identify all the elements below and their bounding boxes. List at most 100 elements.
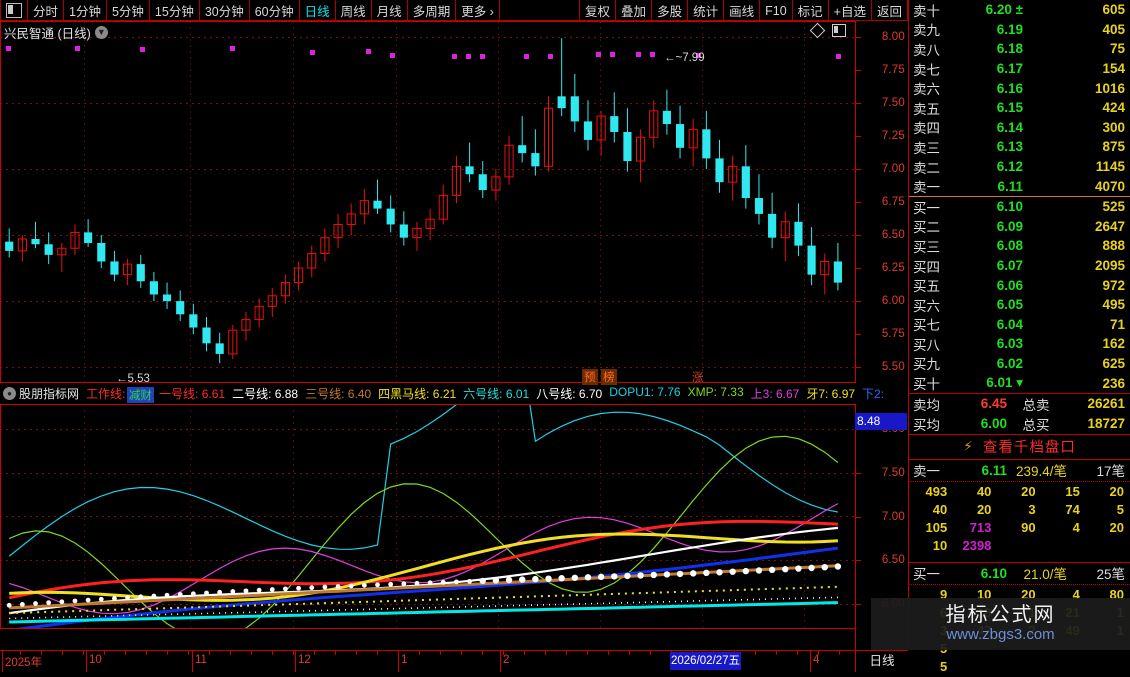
buy-row[interactable]: 买三 6.08 888 <box>909 236 1130 256</box>
sell-label: 卖一 <box>913 180 940 196</box>
stock-title-group[interactable]: 兴民智通 (日线) ▼ <box>4 23 108 42</box>
indicator-plot[interactable] <box>0 404 855 629</box>
period-toolbar: 分时 1分钟 5分钟 15分钟 30分钟 60分钟 日线 周线 月线 多周期 更多 › 复权 叠加 多股… <box>0 0 908 21</box>
sell-row[interactable]: 卖五 6.15 424 <box>909 98 1130 118</box>
period-tab-10[interactable]: 更多 › <box>456 0 500 21</box>
bolt-icon: ⚡ <box>963 438 973 455</box>
grid-line <box>0 516 855 517</box>
tool-button-2[interactable]: 多股 <box>652 0 689 21</box>
buy-row[interactable]: 买一 6.10 525 <box>909 197 1130 217</box>
period-tab-5[interactable]: 60分钟 <box>250 0 300 21</box>
sell-row[interactable]: 卖十 6.20 ± 605 <box>909 0 1130 20</box>
chart-tool-icons[interactable] <box>809 22 846 39</box>
legend-item-9: 上3: 6.67 <box>750 387 800 401</box>
sell-detail-header: 卖一 6.11 239.4/笔 17笔 <box>909 460 1130 482</box>
grid-line <box>0 235 855 236</box>
sell-row[interactable]: 卖二 6.12 1145 <box>909 157 1130 177</box>
sell-row[interactable]: 卖七 6.17 154 <box>909 59 1130 79</box>
legend-item-7: DOPU1: 7.76 <box>609 385 681 399</box>
grid-line <box>0 37 855 38</box>
detail-row: 493 40 20 15 20 <box>909 484 1130 502</box>
period-tab-4[interactable]: 30分钟 <box>200 0 250 21</box>
candlestick-plot[interactable] <box>0 21 855 383</box>
date-axis[interactable]: 日线 2025年 10 11 12 1 2 4 2026/02/27五 <box>0 650 908 672</box>
forecast-badge: 预 <box>582 369 598 385</box>
signal-dot <box>390 53 395 58</box>
period-tab-0[interactable]: 分时 <box>28 0 65 21</box>
indicator-line <box>8 404 839 557</box>
buy-volume: 495 <box>1102 297 1125 313</box>
tool-button-5[interactable]: F10 <box>760 0 793 21</box>
sell-row[interactable]: 卖六 6.16 1016 <box>909 78 1130 98</box>
panel-toggle-icon[interactable] <box>0 0 28 21</box>
detail-cell: 4 <box>1072 519 1080 535</box>
axis-label: 6.50 <box>881 554 905 567</box>
period-tab-6[interactable]: 日线 <box>300 0 336 21</box>
buy-row[interactable]: 买七 6.04 71 <box>909 315 1130 335</box>
sell-row[interactable]: 卖八 6.18 75 <box>909 39 1130 59</box>
summary-label2: 总买 <box>1022 417 1050 433</box>
sell-label: 卖七 <box>913 62 940 78</box>
sell-row[interactable]: 卖九 6.19 405 <box>909 20 1130 40</box>
buy-row[interactable]: 买八 6.03 162 <box>909 334 1130 354</box>
v-grid-line <box>293 404 294 629</box>
buy-volume: 2095 <box>1094 258 1125 274</box>
detail-cell: 3 <box>1028 501 1036 517</box>
sell-row[interactable]: 卖一 6.11 4070 <box>909 176 1130 196</box>
period-tab-8[interactable]: 月线 <box>372 0 408 21</box>
buy-row[interactable]: 买九 6.02 625 <box>909 354 1130 374</box>
sell-label: 卖四 <box>913 121 940 137</box>
buy-price: 6.10 <box>996 199 1023 215</box>
detail-row: 5 <box>909 659 1130 677</box>
detail-cell: 10 <box>932 537 948 553</box>
panel-icon[interactable] <box>832 24 846 37</box>
sell-label: 卖十 <box>913 3 940 19</box>
chevron-down-icon[interactable]: ▼ <box>94 26 108 39</box>
axis-label: 7.00 <box>881 162 905 175</box>
candlestick-panel[interactable]: 8.00 7.75 7.50 7.25 7.00 6.75 6.50 6.25 6.00 5.75… <box>0 21 908 403</box>
date-label: 2025年 <box>5 657 43 669</box>
candles <box>5 38 842 364</box>
signal-dot <box>548 54 553 59</box>
indicator-panel[interactable]: 8.007.507.006.506.00 <box>0 404 908 650</box>
tool-button-3[interactable]: 统计 <box>688 0 725 21</box>
tool-button-6[interactable]: 标记 <box>793 0 829 21</box>
deep-book-button[interactable]: ⚡ 查看千档盘口 <box>909 433 1130 460</box>
period-tab-3[interactable]: 15分钟 <box>150 0 200 21</box>
sell-detail-price: 6.11 <box>981 462 1007 478</box>
detail-cell <box>1086 538 1130 556</box>
order-book-panel: 卖十 6.20 ±605 卖九 6.19 405 卖八 6.18 75 卖七 6.17 154 卖六 6… <box>908 0 1130 674</box>
diamond-icon[interactable] <box>809 22 826 39</box>
sell-order-rows[interactable]: 卖十 6.20 ± 605 卖九 6.19 405 卖八 6.18 75 卖七 6.17 154 卖六 6… <box>909 0 1130 196</box>
period-tab-7[interactable]: 周线 <box>336 0 372 21</box>
indicator-line <box>9 601 838 624</box>
sell-row[interactable]: 卖三 6.13 875 <box>909 137 1130 157</box>
signal-dot <box>610 52 615 57</box>
v-grid-line <box>190 21 191 383</box>
buy-price: 6.01 ▾ <box>986 375 1023 391</box>
buy-row[interactable]: 买六 6.05 495 <box>909 295 1130 315</box>
buy-row[interactable]: 买四 6.07 2095 <box>909 256 1130 276</box>
buy-order-rows[interactable]: 买一 6.10 525 买二 6.09 2647 买三 6.08 888 买四 6.07 2095 买五… <box>909 197 1130 393</box>
sell-price: 6.18 <box>996 41 1023 57</box>
tool-button-4[interactable]: 画线 <box>724 0 761 21</box>
tool-button-0[interactable]: 复权 <box>580 0 617 21</box>
period-tab-1[interactable]: 1分钟 <box>64 0 107 21</box>
detail-cell: 105 <box>925 519 948 535</box>
signal-dot <box>310 50 315 55</box>
sell-price: 6.17 <box>996 61 1023 77</box>
indicator-legend: ● 股朋指标网 工作线: 6.64 一号线: 6.61 二号线: 6.88 三号线: … <box>0 383 908 404</box>
sell-label: 卖五 <box>913 101 940 117</box>
tool-button-8[interactable]: 返回 <box>872 0 908 21</box>
v-grid-line <box>396 404 397 629</box>
summary-value2: 18727 <box>1087 416 1125 432</box>
buy-row[interactable]: 买十 6.01 ▾ 236 <box>909 373 1130 393</box>
sell-row[interactable]: 卖四 6.14 300 <box>909 118 1130 138</box>
detail-cell: 4 <box>1072 586 1080 602</box>
tool-button-7[interactable]: +自选 <box>829 0 872 21</box>
buy-row[interactable]: 买五 6.06 972 <box>909 275 1130 295</box>
tool-button-1[interactable]: 叠加 <box>616 0 653 21</box>
period-tab-9[interactable]: 多周期 <box>408 0 457 21</box>
buy-row[interactable]: 买二 6.09 2647 <box>909 217 1130 237</box>
period-tab-2[interactable]: 5分钟 <box>107 0 150 21</box>
